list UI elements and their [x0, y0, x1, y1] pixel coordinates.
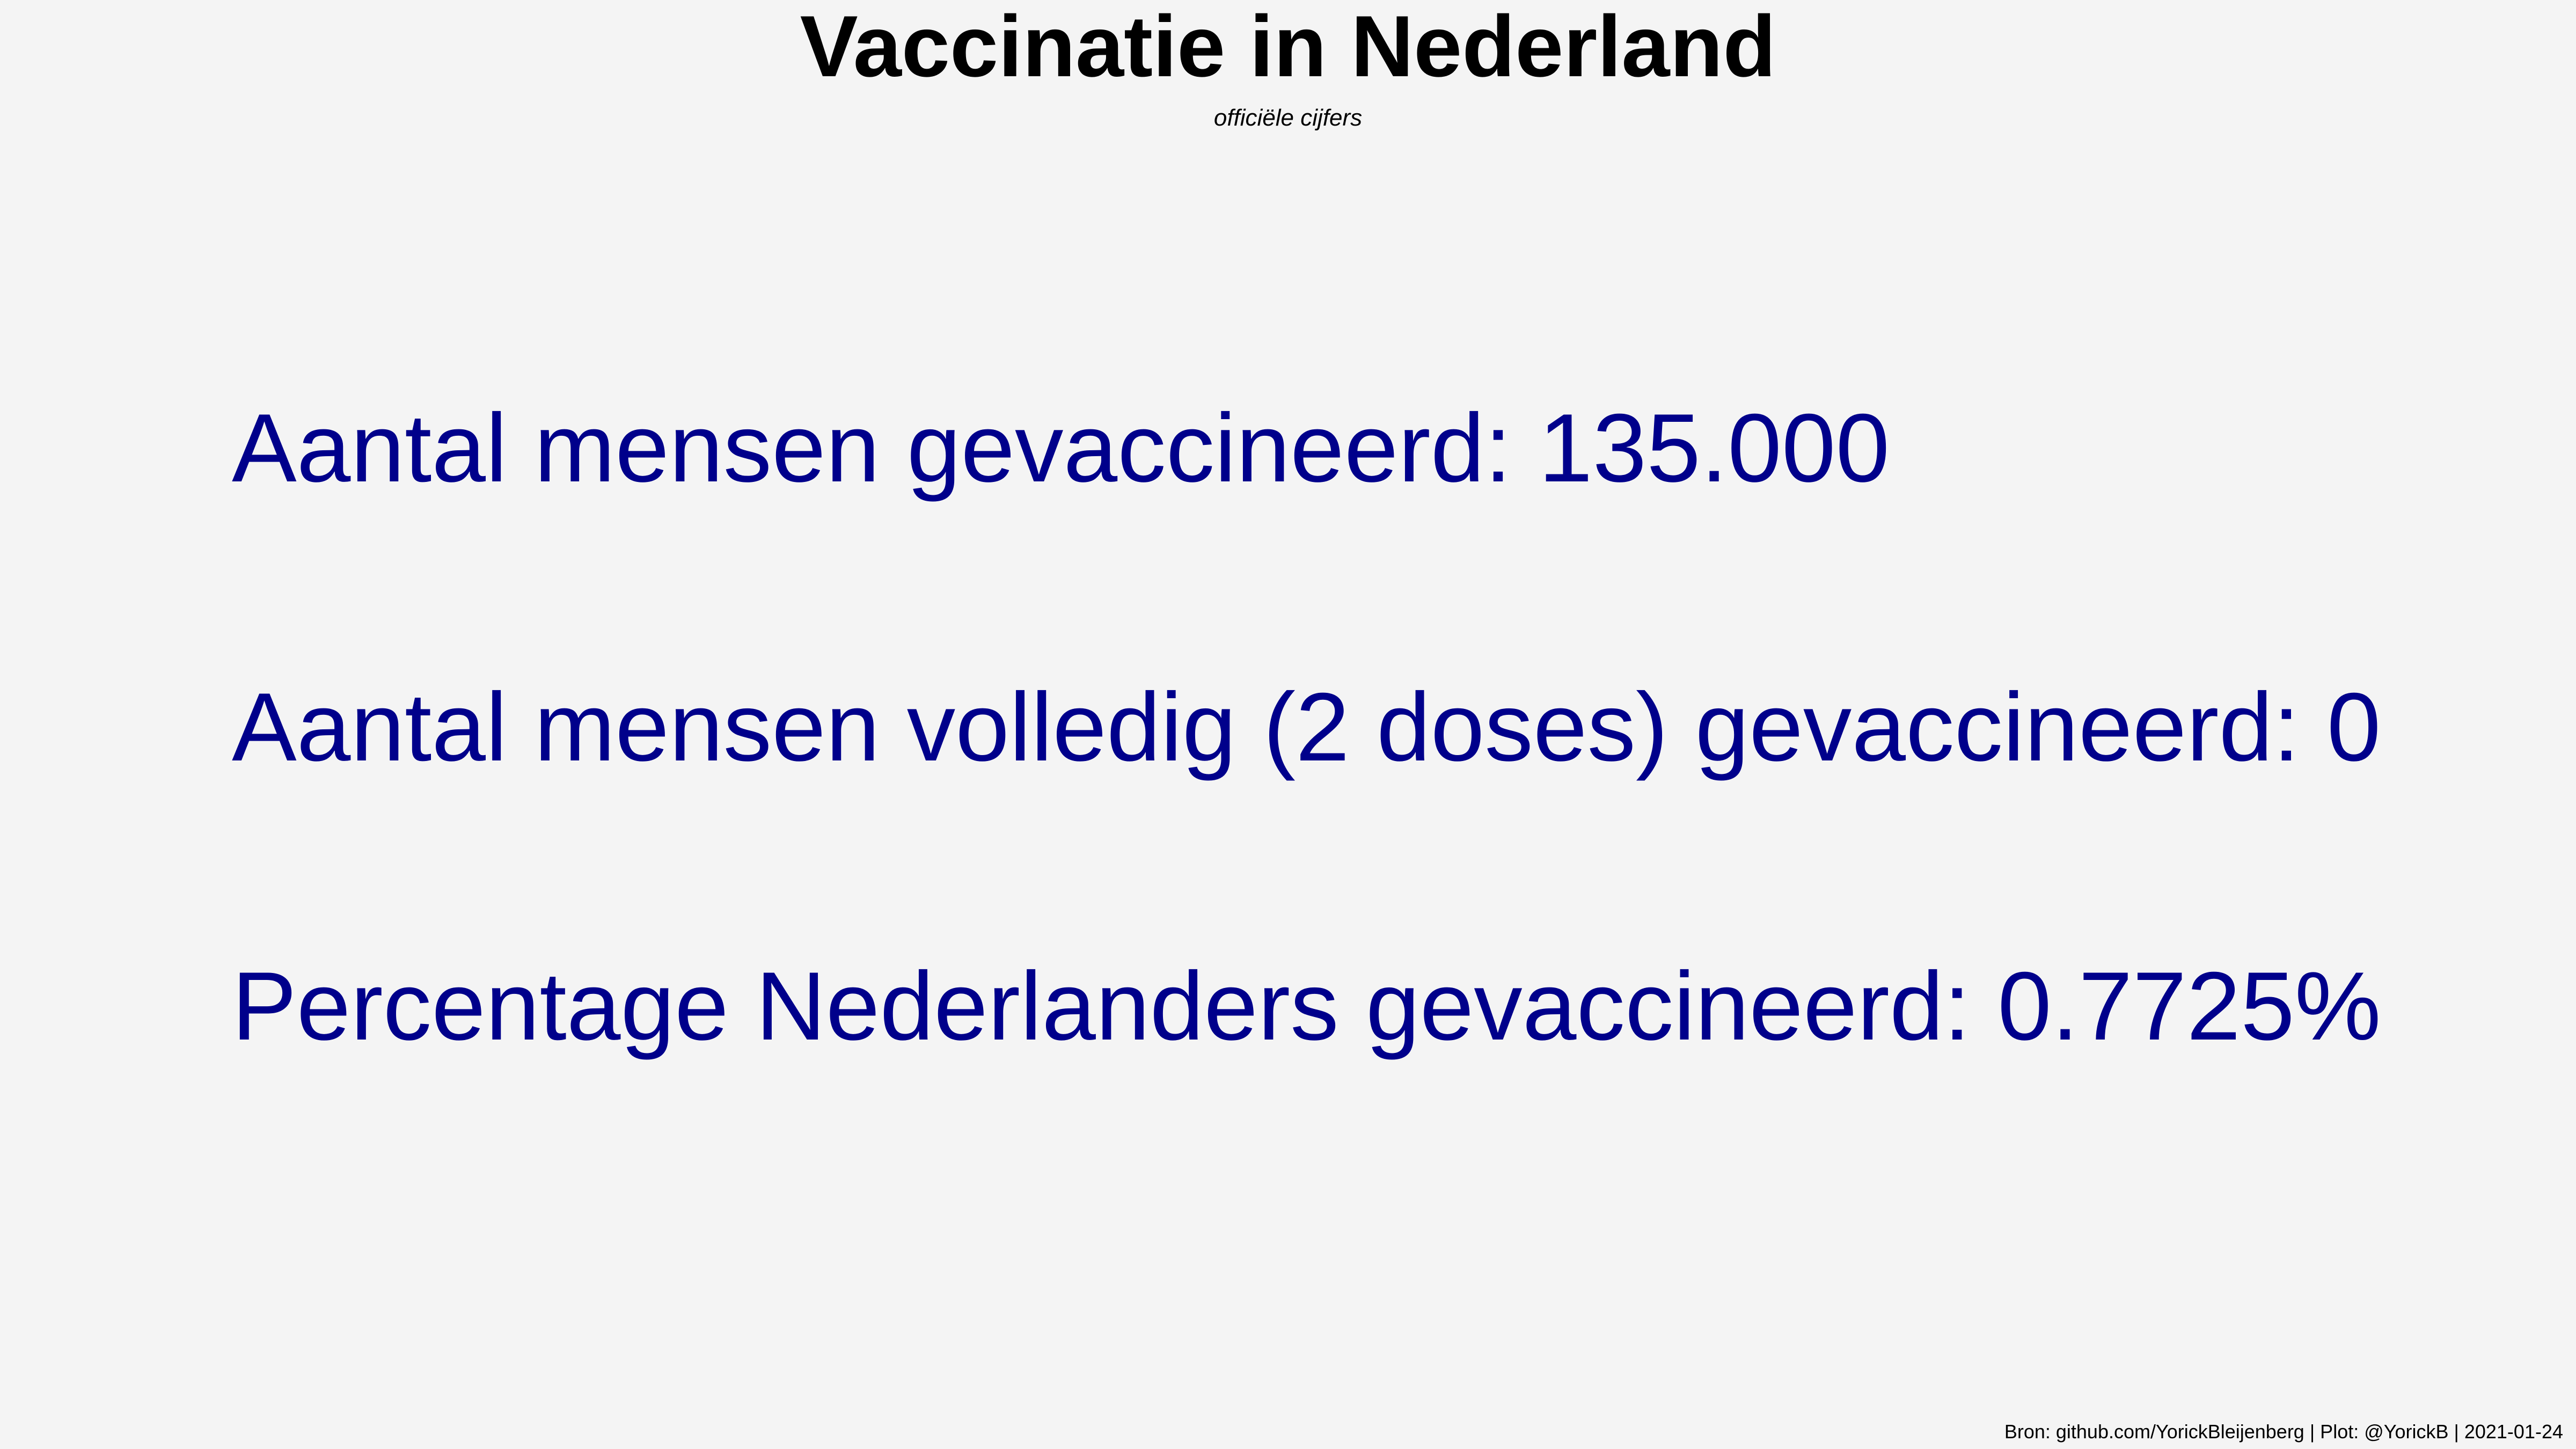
stat-label: Percentage Nederlanders gevaccineerd:: [232, 952, 1998, 1060]
stat-people-vaccinated: Aantal mensen gevaccineerd: 135.000: [232, 400, 1890, 497]
chart-title: Vaccinatie in Nederland: [800, 0, 1776, 95]
stat-fully-vaccinated: Aantal mensen volledig (2 doses) gevacci…: [232, 679, 2381, 776]
stat-value: 135.000: [1538, 394, 1890, 502]
stat-percentage-vaccinated: Percentage Nederlanders gevaccineerd: 0.…: [232, 958, 2381, 1055]
stat-value: 0.7725%: [1997, 952, 2381, 1060]
stat-value: 0: [2326, 673, 2381, 781]
source-caption: Bron: github.com/YorickBleijenberg | Plo…: [2004, 1421, 2563, 1443]
chart-subtitle: officiële cijfers: [1213, 105, 1363, 131]
stat-label: Aantal mensen volledig (2 doses) gevacci…: [232, 673, 2327, 781]
stat-label: Aantal mensen gevaccineerd:: [232, 394, 1539, 502]
